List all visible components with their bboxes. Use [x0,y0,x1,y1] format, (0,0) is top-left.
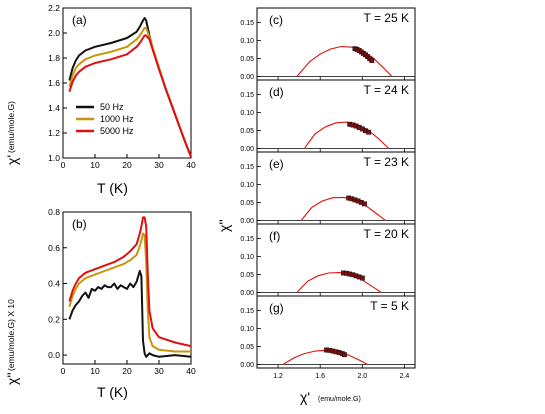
y-tick-label: 0.6 [48,243,60,253]
temperature-label: T = 24 K [364,83,409,97]
panel-a-yunits: (emu/mole.G) [6,101,16,153]
legend-label: 50 Hz [100,102,124,112]
y-tick-label: 0.2 [48,314,60,324]
y-tick-label: 1.4 [48,103,60,113]
x-tick-label: 40 [186,160,196,170]
x-tick-label: 0 [61,366,66,376]
fit-arc [283,349,368,365]
panel-label: (c) [269,13,283,27]
temperature-label: T = 20 K [364,227,409,241]
x-tick-label: 30 [154,160,164,170]
fit-arc [300,196,386,221]
panel-label: (f) [269,229,280,243]
series-line-5000-hz [68,216,192,348]
y-tick-label: 0.15 [240,236,254,243]
fit-arc [296,45,393,77]
x-tick-label: 1.2 [273,373,283,380]
y-tick-label: 0.00 [240,290,254,297]
data-point [342,352,347,358]
cole-cole-panel: 0.00 0.05 0.10 0.15 (e) T = 23 K [240,151,416,225]
y-tick-label: 0.05 [240,272,254,279]
data-point [366,129,372,135]
y-tick-label: 0.4 [48,279,60,289]
data-point [359,275,365,281]
panel-a-ylabel: χ' [4,155,20,165]
series-line-5000-hz [68,34,192,158]
y-tick-label: 0.05 [240,200,254,207]
y-tick-label: 1.6 [48,78,60,88]
y-tick-label: 0.10 [240,110,254,117]
right-xunits: (emu/mole.G) [318,396,361,403]
fit-arc [303,121,390,149]
x-tick-label: 30 [154,366,164,376]
x-tick-label: 2.0 [357,373,367,380]
panel-label: (d) [269,85,284,99]
y-tick-label: 0.0 [48,350,60,360]
data-point [369,58,375,63]
panel-a: 0 10 20 30 40 1.0 1.2 1.4 1.6 1.8 2.0 2.2 50 Hz 1000 … [48,3,196,170]
x-tick-label: 10 [90,160,100,170]
panel-b-ylabel: χ'' [4,372,20,385]
temperature-label: T = 25 K [364,11,409,25]
y-tick-label: 0.15 [240,20,254,27]
y-tick-label: 0.10 [240,326,254,333]
series-line-1000-hz [68,232,191,353]
temperature-label: T = 5 K [370,299,409,313]
panel-b: 0 10 20 30 40 0.0 0.2 0.4 0.6 0.8 [48,207,196,376]
y-tick-label: 0.15 [240,308,254,315]
x-tick-label: 20 [122,366,132,376]
legend-label: 5000 Hz [100,126,134,136]
y-tick-label: 2.2 [48,3,60,13]
y-tick-label: 0.00 [240,218,254,225]
y-tick-label: 0.15 [240,164,254,171]
legend-label: 1000 Hz [100,114,134,124]
series-line-1000-hz [68,27,192,158]
y-tick-label: 0.05 [240,128,254,135]
x-tick-label: 40 [186,366,196,376]
panel-a-xlabel: T (K) [97,180,128,196]
cole-cole-panel: 0.00 0.05 0.10 0.15 (g) T = 5 K [240,295,416,369]
plot-frame [256,295,416,369]
x-tick-label: 0 [61,160,66,170]
y-tick-label: 0.10 [240,254,254,261]
right-xlabel: χ' [300,389,310,405]
x-tick-label: 10 [90,366,100,376]
temperature-label: T = 23 K [364,155,409,169]
panel-label: (e) [269,157,284,171]
x-tick-label: 20 [122,160,132,170]
data-point [362,201,367,207]
panel-b-yunits: (emu/mole.G) X 10 [6,299,16,371]
panel-b-label: (b) [72,217,87,231]
y-tick-label: 1.8 [48,53,60,63]
y-tick-label: 2.0 [48,28,60,38]
y-tick-label: 0.10 [240,182,254,189]
y-tick-label: 0.00 [240,146,254,153]
cole-cole-panel: 0.00 0.05 0.10 0.15 (f) T = 20 K [240,223,416,297]
cole-cole-panel: 0.00 0.05 0.10 0.15 (c) T = 25 K [240,7,416,81]
y-tick-label: 0.15 [240,92,254,99]
panel-b-xlabel: T (K) [97,384,128,400]
y-tick-label: 1.0 [48,153,60,163]
fit-arc [296,272,382,293]
x-tick-label: 1.6 [315,373,325,380]
y-tick-label: 0.8 [48,207,60,217]
y-tick-label: 0.05 [240,344,254,351]
y-tick-label: 0.00 [240,362,254,369]
y-tick-label: 0.05 [240,56,254,63]
right-ylabel: χ'' [216,219,232,232]
y-tick-label: 0.10 [240,38,254,45]
x-tick-label: 2.4 [400,373,410,380]
series-line-50-hz [68,270,192,358]
panel-label: (g) [269,301,284,315]
cole-cole-panel: 0.00 0.05 0.10 0.15 (d) T = 24 K [240,79,416,153]
y-tick-label: 1.2 [48,128,60,138]
panels-cole-cole: 0.000.050.100.15 (c) T = 25 K0.000.050.100… [240,7,416,380]
panel-a-label: (a) [72,13,87,27]
y-tick-label: 0.00 [240,74,254,81]
